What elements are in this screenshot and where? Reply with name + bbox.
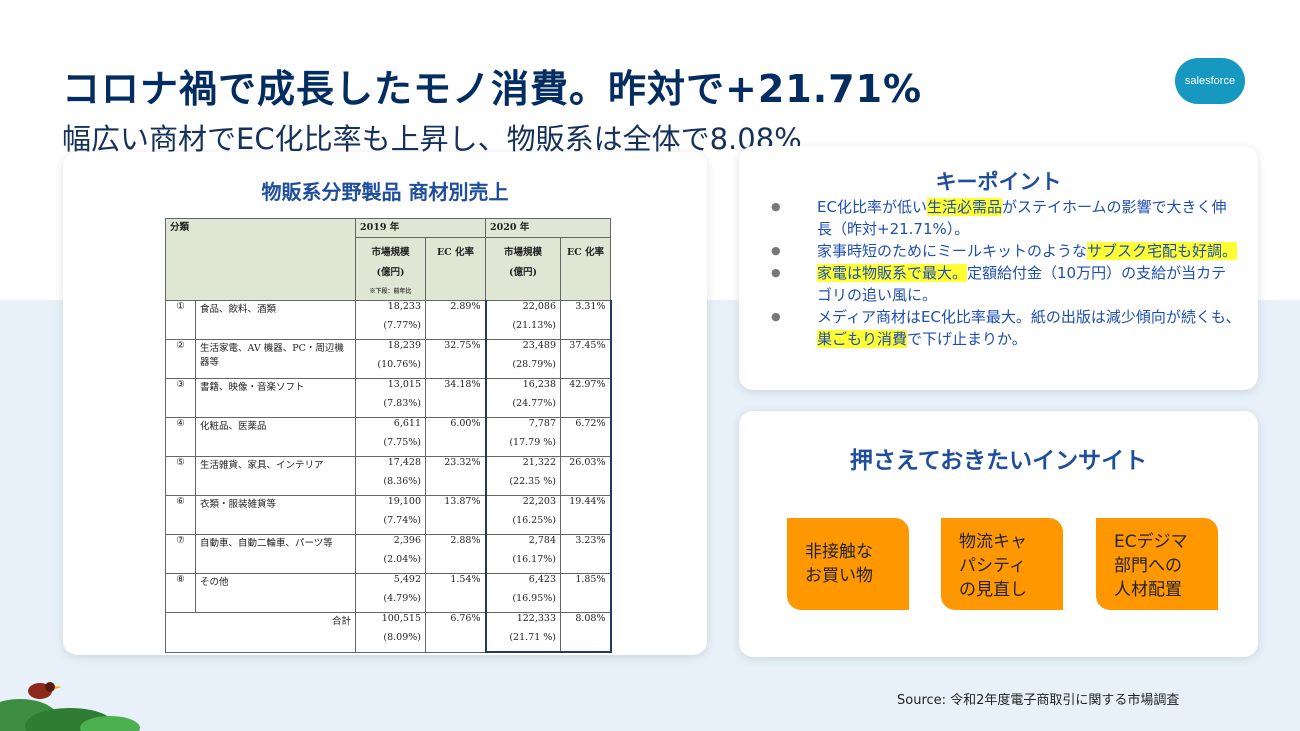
total-value-2020: 122,333 (21.71 %) [484, 612, 561, 653]
header-2020: 2020 年 [485, 218, 611, 238]
row-ec-2020: 6.72% [560, 417, 612, 457]
row-ec-2019: 1.54% [425, 573, 486, 613]
total-label: 合計 [165, 612, 356, 653]
row-value-2019: 5,492 (4.79%) [355, 573, 426, 613]
row-value-2020: 21,322 (22.35 %) [484, 456, 561, 496]
row-category: 自動車、自動二輪車、パーツ等 [195, 534, 356, 574]
note-label: ※下段：前年比 [369, 288, 412, 295]
row-ec-2020: 26.03% [560, 456, 612, 496]
logo-text: salesforce [1184, 75, 1236, 87]
row-value-2020: 22,203 (16.25%) [484, 495, 561, 535]
key-point-item: メディア商材はEC化比率最大。紙の出版は減少傾向が続くも、巣ごもり消費で下げ止ま… [771, 306, 1241, 350]
table-subheader-row: 市場規模 (億円) ※下段：前年比 EC 化率 市場規模 (億円) EC 化率 [166, 237, 611, 301]
total-ec-2020: 8.08% [560, 612, 612, 653]
row-ec-2019: 2.89% [425, 300, 486, 340]
insights-card: 押さえておきたいインサイト 非接触な お買い物 物流キャ パシティ の見直し ECデジ… [739, 411, 1258, 657]
table-row: ④ 化粧品、医薬品 6,611 (7.75%) 6.00% 7,787 (17.79 %) 6… [165, 417, 612, 457]
row-value-2020: 22,086 (21.13%) [484, 300, 561, 340]
insights-heading: 押さえておきたいインサイト [849, 448, 1148, 474]
row-ec-2020: 3.31% [560, 300, 612, 340]
row-category: 食品、飲料、酒類 [195, 300, 356, 340]
row-ec-2020: 42.97% [560, 378, 612, 418]
header-market-2020: 市場規模 (億円) [485, 237, 561, 301]
header-ec-2020: EC 化率 [560, 237, 611, 301]
row-number: ④ [165, 417, 196, 457]
row-value-2019: 19,100 (7.74%) [355, 495, 426, 535]
total-ec-2019: 6.76% [425, 612, 486, 653]
table-row: ② 生活家電、AV 機器、PC・周辺機器等 18,239 (10.76%) 32.75%… [165, 339, 612, 379]
table-row: ⑧ その他 5,492 (4.79%) 1.54% 6,423 (16.95%) 1.85% [165, 573, 612, 613]
row-category: 書籍、映像・音楽ソフト [195, 378, 356, 418]
table-row: ① 食品、飲料、酒類 18,233 (7.77%) 2.89% 22,086 (21.13%… [165, 300, 612, 340]
row-value-2019: 18,233 (7.77%) [355, 300, 426, 340]
table-row: ⑦ 自動車、自動二輪車、パーツ等 2,396 (2.04%) 2.88% 2,784 (16… [165, 534, 612, 574]
unit-label: (億円) [376, 267, 405, 278]
row-ec-2019: 34.18% [425, 378, 486, 418]
insight-box-staffing: ECデジマ 部門への 人材配置 [1096, 518, 1218, 610]
row-category: 化粧品、医薬品 [195, 417, 356, 457]
row-category: 衣類・服装雑貨等 [195, 495, 356, 535]
sales-table: 分類 2019 年 2020 年 市場規模 (億円) ※下段：前年比 EC 化率… [165, 218, 612, 653]
row-value-2020: 16,238 (24.77%) [484, 378, 561, 418]
header-category: 分類 [165, 218, 356, 301]
row-number: ② [165, 339, 196, 379]
page-title: コロナ禍で成長したモノ消費。昨対で+21.71% [62, 67, 923, 111]
row-ec-2020: 1.85% [560, 573, 612, 613]
key-points-card: キーポイント EC化比率が低い生活必需品がステイホームの影響で大きく伸長（昨対+… [739, 146, 1258, 390]
row-ec-2019: 2.88% [425, 534, 486, 574]
salesforce-logo: salesforce [1175, 58, 1245, 104]
row-value-2019: 17,428 (8.36%) [355, 456, 426, 496]
header-ec-2019: EC 化率 [425, 237, 486, 301]
row-ec-2019: 23.32% [425, 456, 486, 496]
sales-table-card: 物販系分野製品 商材別売上 分類 2019 年 2020 年 市場規模 (億円)… [63, 152, 707, 655]
table-heading: 物販系分野製品 商材別売上 [261, 180, 509, 204]
bird-foliage-illustration [0, 682, 140, 731]
key-points-heading: キーポイント [935, 170, 1062, 194]
insight-box-logistics: 物流キャ パシティ の見直し [941, 518, 1063, 610]
key-points-list: EC化比率が低い生活必需品がステイホームの影響で大きく伸長（昨対+21.71%）… [771, 196, 1241, 350]
row-number: ⑧ [165, 573, 196, 613]
key-point-item: EC化比率が低い生活必需品がステイホームの影響で大きく伸長（昨対+21.71%）… [771, 196, 1241, 240]
key-point-item: 家事時短のためにミールキットのようなサブスク宅配も好調。 [771, 240, 1241, 262]
page-subtitle: 幅広い商材でEC化比率も上昇し、物販系は全体で8.08% [62, 122, 802, 156]
row-ec-2019: 6.00% [425, 417, 486, 457]
row-category: 生活雑貨、家具、インテリア [195, 456, 356, 496]
row-value-2019: 2,396 (2.04%) [355, 534, 426, 574]
row-value-2019: 18,239 (10.76%) [355, 339, 426, 379]
insight-box-contactless: 非接触な お買い物 [787, 518, 909, 610]
row-ec-2019: 13.87% [425, 495, 486, 535]
table-row: ⑥ 衣類・服装雑貨等 19,100 (7.74%) 13.87% 22,203 (16.25… [165, 495, 612, 535]
key-point-item: 家電は物販系で最大。定額給付金（10万円）の支給が当カテゴリの追い風に。 [771, 262, 1241, 306]
table-row: ⑤ 生活雑貨、家具、インテリア 17,428 (8.36%) 23.32% 21,322(… [165, 456, 612, 496]
unit-label: (億円) [509, 267, 537, 278]
table-row: ③ 書籍、映像・音楽ソフト 13,015 (7.83%) 34.18% 16,238 (24… [165, 378, 612, 418]
row-ec-2020: 19.44% [560, 495, 612, 535]
row-number: ① [165, 300, 196, 340]
row-ec-2020: 3.23% [560, 534, 612, 574]
table-body: ① 食品、飲料、酒類 18,233 (7.77%) 2.89% 22,086 (21.13%… [165, 300, 612, 653]
row-value-2020: 7,787 (17.79 %) [484, 417, 561, 457]
table-total-row: 合計 100,515 (8.09%) 6.76% 122,333 (21.71 %) 8.0… [165, 612, 612, 653]
source-note: Source: 令和2年度電子商取引に関する市場調査 [897, 693, 1180, 708]
row-value-2020: 23,489 (28.79%) [484, 339, 561, 379]
row-number: ⑦ [165, 534, 196, 574]
row-number: ⑥ [165, 495, 196, 535]
row-category: その他 [195, 573, 356, 613]
row-ec-2020: 37.45% [560, 339, 612, 379]
row-ec-2019: 32.75% [425, 339, 486, 379]
market-size-label: 市場規模 [503, 247, 542, 258]
header-market-2019: 市場規模 (億円) ※下段：前年比 [355, 237, 426, 301]
market-size-label: 市場規模 [371, 247, 410, 258]
header-2019: 2019 年 [355, 218, 486, 238]
row-value-2019: 6,611 (7.75%) [355, 417, 426, 457]
row-category: 生活家電、AV 機器、PC・周辺機器等 [195, 339, 356, 379]
table-header-row: 分類 2019 年 2020 年 [165, 218, 611, 301]
total-value-2019: 100,515 (8.09%) [355, 612, 426, 653]
row-value-2020: 2,784 (16.17%) [484, 534, 561, 574]
row-number: ③ [165, 378, 196, 418]
row-number: ⑤ [165, 456, 196, 496]
row-value-2019: 13,015 (7.83%) [355, 378, 426, 418]
row-value-2020: 6,423 (16.95%) [484, 573, 561, 613]
